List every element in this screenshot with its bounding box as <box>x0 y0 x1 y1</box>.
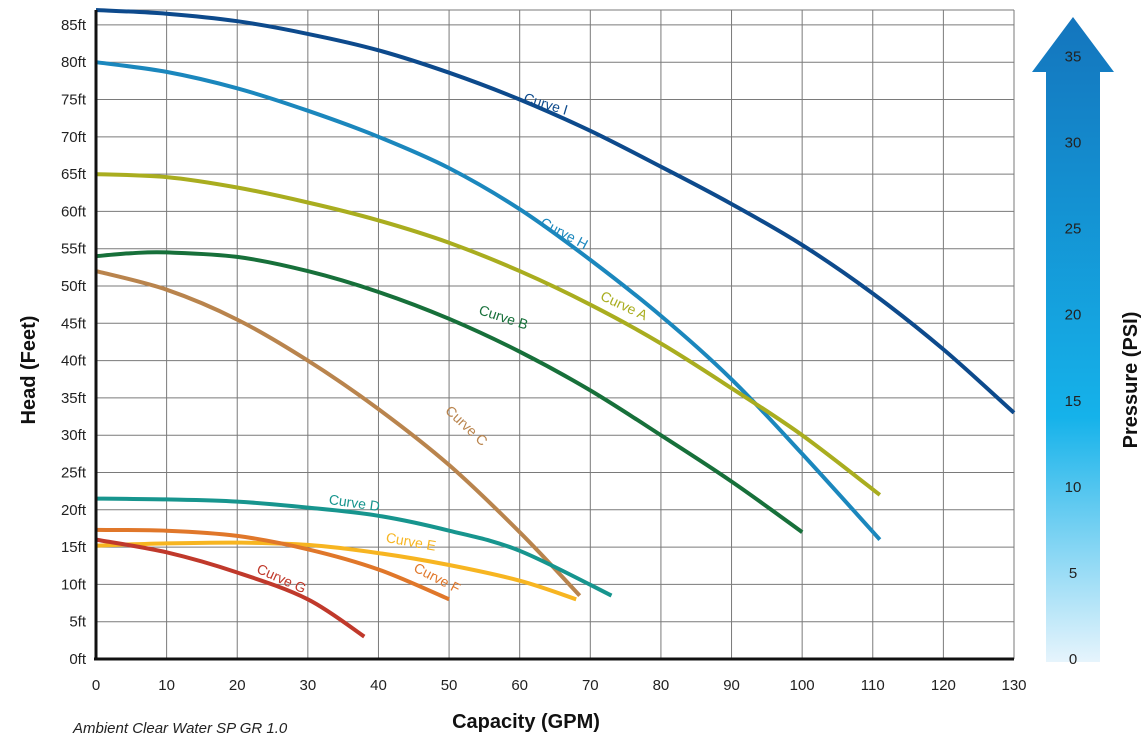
pressure-tick-label: 5 <box>1069 565 1077 582</box>
series-line-curve-c <box>95 269 582 597</box>
y-tick-label: 30ft <box>61 427 87 444</box>
pressure-tick-label: 15 <box>1065 393 1082 410</box>
y-tick-label: 45ft <box>61 315 87 332</box>
curve-label: Curve G <box>255 560 309 596</box>
pressure-arrow <box>1032 17 1114 662</box>
series-line-curve-a <box>95 172 882 497</box>
x-tick-label: 20 <box>229 677 246 694</box>
fluid-note: Ambient Clear Water SP GR 1.0 <box>72 720 288 737</box>
pressure-tick-label: 20 <box>1065 307 1082 324</box>
y-tick-label: 40ft <box>61 353 87 370</box>
curve-label: Curve B <box>477 302 530 333</box>
x-tick-label: 60 <box>511 677 528 694</box>
y-tick-label: 70ft <box>61 129 87 146</box>
series-line-curve-h <box>95 60 882 541</box>
y-tick-label: 65ft <box>61 166 87 183</box>
pressure-tick-label: 10 <box>1065 479 1082 496</box>
pressure-arrow-shape <box>1032 17 1114 662</box>
pressure-ticks: 0 5 10 15 20 25 30 35 <box>1065 48 1082 668</box>
series-line-curve-e <box>95 540 577 602</box>
y-tick-label: 20ft <box>61 502 87 519</box>
curve-label: Curve D <box>328 491 381 514</box>
x-tick-label: 110 <box>861 677 885 694</box>
x-tick-label: 40 <box>370 677 387 694</box>
x-axis-ticks: 0 10 20 30 40 50 60 70 80 90 100 110 120 130 <box>92 677 1027 694</box>
x-tick-label: 120 <box>931 677 956 694</box>
x-tick-label: 80 <box>653 677 670 694</box>
x-tick-label: 50 <box>441 677 458 694</box>
pressure-tick-label: 25 <box>1065 221 1082 238</box>
y-tick-label: 10ft <box>61 576 87 593</box>
y-tick-label: 80ft <box>61 54 87 71</box>
pressure-tick-label: 35 <box>1065 48 1082 65</box>
curve-label: Curve H <box>538 214 591 252</box>
y-tick-label: 55ft <box>61 241 87 258</box>
series-line-curve-f <box>95 527 450 602</box>
series-line-curve-g <box>95 537 366 639</box>
curve-series <box>95 8 1016 639</box>
x-tick-label: 100 <box>790 677 815 694</box>
y-tick-label: 50ft <box>61 278 87 295</box>
pressure-tick-label: 30 <box>1065 135 1082 152</box>
pressure-tick-label: 0 <box>1069 651 1077 668</box>
y-tick-label: 25ft <box>61 465 87 482</box>
y-axis-ticks: 0ft 5ft 10ft 15ft 20ft 25ft 30ft 35ft 40ft 45ft 50… <box>61 17 87 668</box>
series-line-curve-b <box>95 250 804 534</box>
x-tick-label: 0 <box>92 677 100 694</box>
curve-label: Curve C <box>442 402 490 449</box>
x-tick-label: 90 <box>723 677 740 694</box>
x-tick-label: 10 <box>158 677 175 694</box>
y-tick-label: 15ft <box>61 539 87 556</box>
y2-axis-title: Pressure (PSI) <box>1120 312 1142 449</box>
x-tick-label: 130 <box>1001 677 1026 694</box>
y-tick-label: 5ft <box>69 614 87 631</box>
x-tick-label: 70 <box>582 677 599 694</box>
y-tick-label: 60ft <box>61 203 87 220</box>
x-axis-title: Capacity (GPM) <box>452 711 600 733</box>
y-axis-title: Head (Feet) <box>18 316 40 425</box>
y-tick-label: 0ft <box>69 651 87 668</box>
y-tick-label: 85ft <box>61 17 87 34</box>
series-line-curve-d <box>95 496 613 598</box>
x-tick-label: 30 <box>300 677 317 694</box>
series-line-curve-i <box>95 8 1016 415</box>
curve-label: Curve A <box>598 288 650 324</box>
y-tick-label: 35ft <box>61 390 87 407</box>
y-tick-label: 75ft <box>61 92 87 109</box>
curve-label: Curve I <box>522 89 570 117</box>
curve-label: Curve E <box>385 529 438 554</box>
